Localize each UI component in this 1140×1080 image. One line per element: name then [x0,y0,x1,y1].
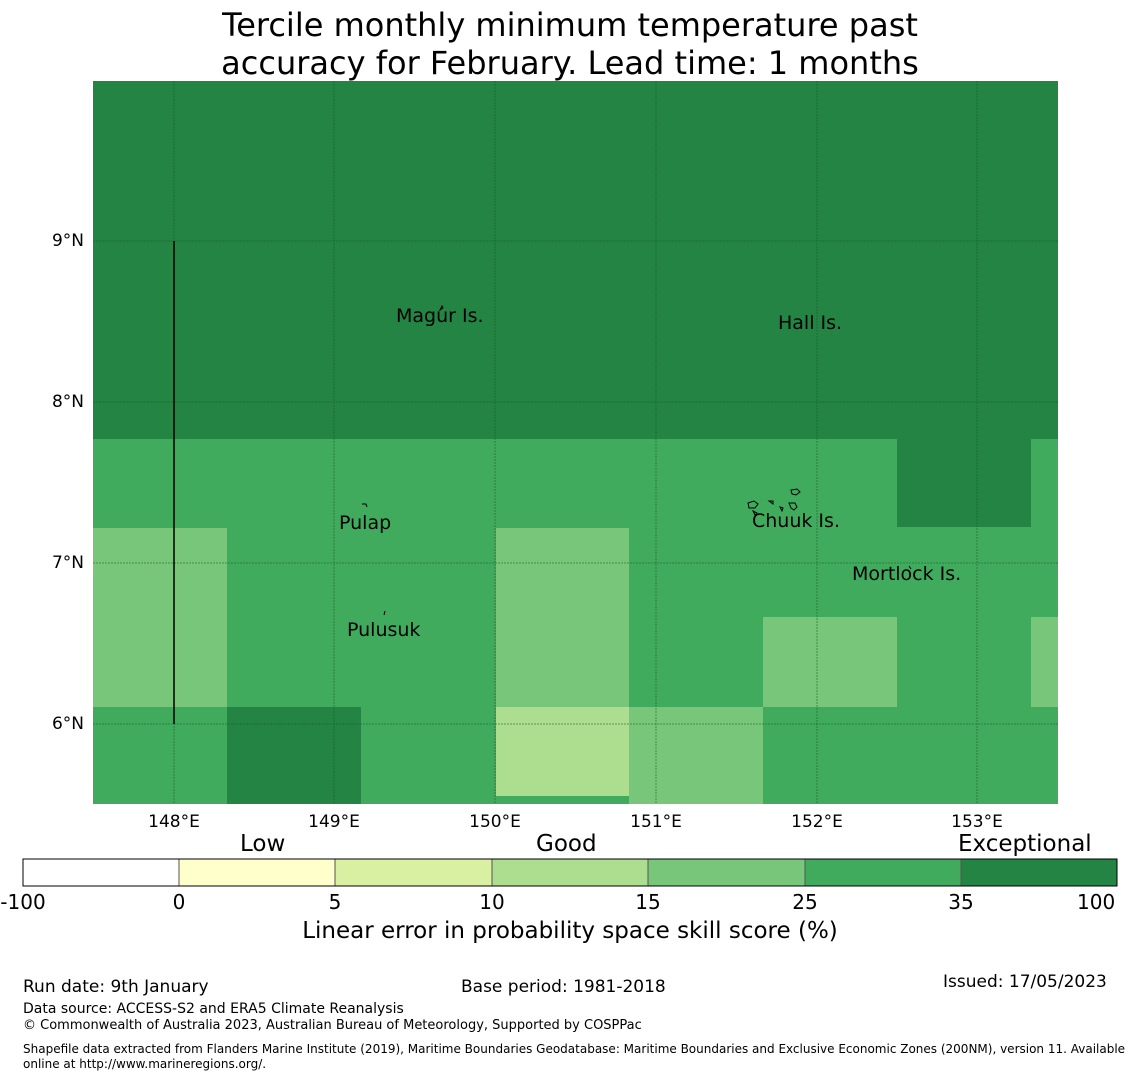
place-label-hall: Hall Is. [778,312,843,334]
grid-cell-exceptional [227,707,361,804]
grid-cell-15-25 [1031,617,1058,707]
mortlock-island-outline [908,565,912,570]
colorbar-segment [805,859,961,886]
colorbar-tick: 5 [328,890,342,914]
lat-label: 7°N [51,553,84,573]
grid-cell-exceptional [93,81,1058,439]
grid-cell-25-35 [897,527,1031,804]
legend-category-low: Low [240,831,286,857]
copyright: © Commonwealth of Australia 2023, Austra… [23,1018,642,1033]
lat-label: 8°N [51,392,84,412]
colorbar-tick: 25 [792,890,818,914]
lon-label: 148°E [148,812,200,832]
map-title: Tercile monthly minimum temperature past… [0,6,1140,82]
lon-label: 152°E [791,812,843,832]
title-line-1: Tercile monthly minimum temperature past [222,6,918,44]
colorbar-frame [22,858,1118,887]
pulap-island-outline [362,503,368,508]
run-date: Run date: 9th January [23,977,209,997]
place-label-chuuk: Chuuk Is. [752,510,840,532]
place-label-magur: Magur Is. [396,305,484,327]
issued-date: Issued: 17/05/2023 [943,972,1107,992]
colorbar-tick: 35 [948,890,974,914]
shapefile-credit-line-1: Shapefile data extracted from Flanders M… [23,1042,1126,1056]
lon-label: 150°E [469,812,521,832]
islands [362,304,912,616]
colorbar-tick: -100 [0,890,46,914]
lat-label: 6°N [51,714,84,734]
grid-cell-15-25 [93,528,227,707]
colorbar-tick: 0 [172,890,186,914]
colorbar [22,858,1118,887]
colorbar-segment [23,859,179,886]
colorbar-tick: 15 [635,890,661,914]
legend-category-exceptional: Exceptional [958,831,1092,857]
colorbar-tick: 100 [1077,890,1116,914]
chuuk-lagoon-outline [747,488,801,516]
lat-label: 9°N [51,231,84,251]
pulusuk-island-outline [383,610,386,616]
colorbar-segment [492,859,648,886]
shapefile-credit-line-2: online at http://www.marineregions.org/. [23,1057,267,1071]
data-source: Data source: ACCESS-S2 and ERA5 Climate … [23,1001,404,1017]
colorbar-segment [335,859,492,886]
magur-island-outline [438,304,444,312]
grid-cell-15-25 [629,707,763,804]
grid-cell-10-15 [496,707,629,796]
skill-grid [93,81,1058,804]
colorbar-segment [648,859,805,886]
lon-label: 151°E [630,812,682,832]
title-line-2: accuracy for February. Lead time: 1 mont… [221,44,919,82]
place-label-pulusuk: Pulusuk [347,619,421,641]
base-period: Base period: 1981-2018 [461,977,666,997]
colorbar-tick: 10 [479,890,505,914]
grid-cell-exceptional [897,439,1031,527]
lon-label: 149°E [308,812,360,832]
legend-category-good: Good [536,831,597,857]
place-label-pulap: Pulap [339,512,392,534]
graticule [93,81,1058,804]
grid-cell-15-25 [763,617,897,707]
colorbar-segment [179,859,335,886]
colorbar-segment [961,859,1117,886]
colorbar-axis-title: Linear error in probability space skill … [302,918,838,944]
place-label-mortlock: Mortlock Is. [852,563,962,585]
lon-label: 153°E [951,812,1003,832]
grid-cell-15-25 [496,528,629,707]
